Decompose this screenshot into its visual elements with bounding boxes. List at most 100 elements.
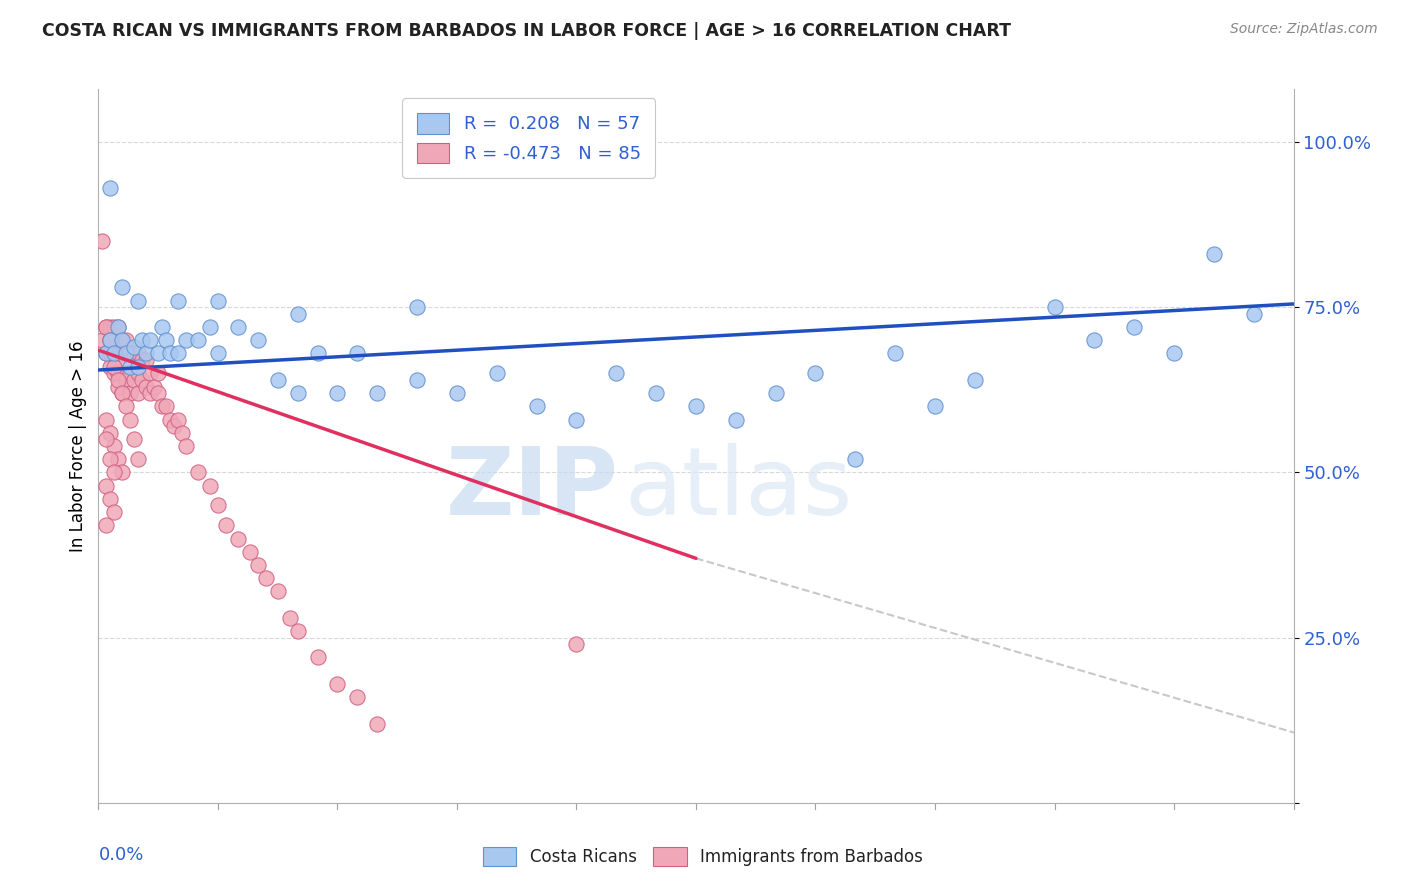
Point [135, 346, 157, 360]
Point [135, 353, 157, 368]
Point [107, 346, 129, 360]
Point [139, 333, 162, 347]
Point [96, 518, 118, 533]
Point [207, 499, 229, 513]
Point [1243, 307, 1265, 321]
Point [406, 300, 429, 314]
Point [98, 346, 122, 360]
Point [131, 373, 153, 387]
Point [226, 320, 249, 334]
Text: ZIP: ZIP [446, 442, 619, 535]
Point [326, 386, 349, 401]
Point [120, 386, 142, 401]
Point [124, 433, 146, 447]
Point [307, 650, 329, 665]
Point [963, 373, 986, 387]
Point [187, 466, 209, 480]
Point [120, 346, 142, 360]
Point [98, 425, 122, 440]
Point [115, 353, 138, 368]
Point [804, 367, 827, 381]
Point [1202, 247, 1225, 261]
Point [346, 346, 368, 360]
Text: Source: ZipAtlas.com: Source: ZipAtlas.com [1230, 22, 1378, 37]
Point [111, 367, 134, 381]
Point [150, 320, 173, 334]
Point [526, 400, 548, 414]
Text: 0.0%: 0.0% [98, 846, 143, 863]
Point [96, 346, 118, 360]
Point [107, 320, 129, 334]
Point [267, 373, 290, 387]
Point [98, 333, 122, 347]
Point [207, 293, 229, 308]
Point [98, 452, 122, 467]
Point [406, 373, 429, 387]
Point [1163, 346, 1185, 360]
Point [107, 373, 129, 387]
Point [167, 412, 190, 426]
Point [215, 518, 238, 533]
Point [246, 333, 269, 347]
Point [645, 386, 668, 401]
Point [103, 346, 125, 360]
Point [143, 379, 166, 393]
Point [96, 320, 118, 334]
Point [111, 386, 134, 401]
Point [91, 333, 114, 347]
Y-axis label: In Labor Force | Age > 16: In Labor Force | Age > 16 [69, 340, 87, 552]
Point [131, 353, 153, 368]
Point [96, 346, 118, 360]
Point [155, 400, 177, 414]
Point [111, 346, 134, 360]
Point [98, 333, 122, 347]
Point [1123, 320, 1146, 334]
Point [120, 367, 142, 381]
Point [98, 359, 122, 374]
Point [127, 452, 149, 467]
Point [124, 340, 146, 354]
Point [366, 386, 388, 401]
Point [111, 333, 134, 347]
Point [844, 452, 866, 467]
Point [884, 346, 907, 360]
Point [127, 386, 149, 401]
Point [287, 386, 309, 401]
Point [135, 379, 157, 393]
Point [103, 320, 125, 334]
Point [1043, 300, 1066, 314]
Point [96, 433, 118, 447]
Point [103, 466, 125, 480]
Point [163, 419, 186, 434]
Point [150, 400, 173, 414]
Point [96, 412, 118, 426]
Point [98, 333, 122, 347]
Text: COSTA RICAN VS IMMIGRANTS FROM BARBADOS IN LABOR FORCE | AGE > 16 CORRELATION CH: COSTA RICAN VS IMMIGRANTS FROM BARBADOS … [42, 22, 1011, 40]
Point [167, 293, 190, 308]
Point [159, 346, 181, 360]
Point [98, 320, 122, 334]
Point [111, 333, 134, 347]
Point [139, 386, 162, 401]
Point [103, 346, 125, 360]
Point [174, 439, 197, 453]
Point [148, 346, 170, 360]
Point [239, 545, 262, 559]
Point [115, 346, 138, 360]
Point [115, 400, 138, 414]
Point [103, 505, 125, 519]
Point [326, 677, 349, 691]
Point [685, 400, 707, 414]
Point [207, 346, 229, 360]
Point [107, 367, 129, 381]
Point [131, 333, 153, 347]
Point [159, 412, 181, 426]
Point [172, 425, 194, 440]
Point [148, 367, 170, 381]
Point [346, 690, 368, 704]
Point [120, 359, 142, 374]
Point [98, 346, 122, 360]
Point [148, 386, 170, 401]
Point [287, 624, 309, 638]
Point [103, 333, 125, 347]
